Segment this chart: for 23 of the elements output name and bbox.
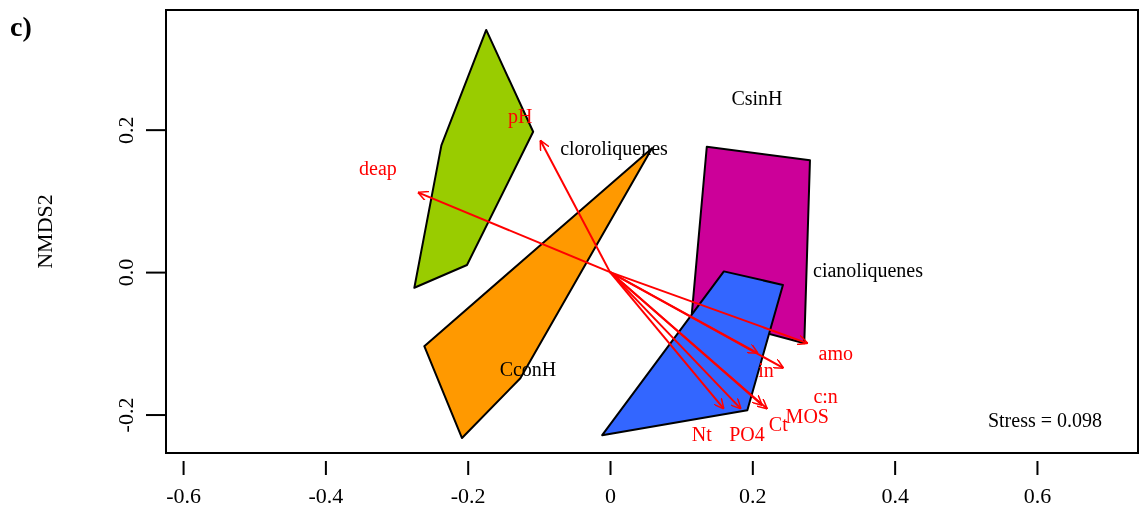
series-label: MOS <box>785 405 829 428</box>
annotation: cianoliquenes <box>813 258 924 282</box>
x-tick-label: 0.2 <box>739 482 767 508</box>
series-label: Nt <box>691 423 713 446</box>
y-axis-title: NMDS2 <box>32 194 57 269</box>
annotation: Stress = 0.098 <box>987 408 1102 431</box>
series-label: amo <box>818 341 854 364</box>
x-tick-label: 0 <box>605 482 617 508</box>
series-label: in <box>758 358 774 381</box>
x-tick-label: -0.4 <box>308 482 344 508</box>
y-tick-label: 0.2 <box>113 116 139 144</box>
x-tick-label: -0.6 <box>166 482 201 508</box>
series-label: deap <box>359 156 397 180</box>
series-label: PO4 <box>729 423 765 446</box>
y-tick-label: -0.2 <box>113 397 139 433</box>
chart-title: c) <box>10 11 32 42</box>
annotation: cloroliquenes <box>560 136 669 160</box>
x-tick-label: -0.2 <box>450 482 486 508</box>
series-label: c:n <box>813 384 838 407</box>
x-tick-label: 0.6 <box>1023 482 1052 508</box>
annotation: CsinH <box>731 86 783 109</box>
x-tick-label: 0.4 <box>881 482 909 508</box>
y-tick-label: 0.0 <box>113 258 139 287</box>
